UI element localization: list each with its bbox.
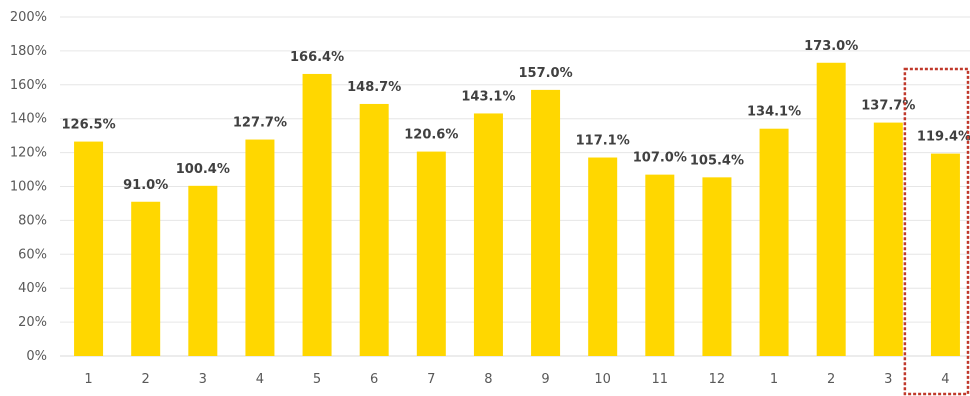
y-tick-label: 0% <box>26 349 47 364</box>
data-label: 127.7% <box>233 116 287 131</box>
bar <box>645 174 675 356</box>
bar <box>359 103 389 357</box>
data-label: 105.4% <box>690 153 744 168</box>
x-tick-label: 7 <box>427 372 435 387</box>
x-tick-label: 9 <box>541 372 549 387</box>
y-tick-label: 80% <box>18 213 47 228</box>
bar <box>302 73 332 357</box>
bar <box>816 62 846 356</box>
bar <box>588 157 618 356</box>
bar <box>759 128 789 356</box>
y-tick-label: 180% <box>10 44 47 59</box>
bar <box>873 122 903 356</box>
data-label: 134.1% <box>747 105 801 120</box>
data-label: 120.6% <box>404 128 458 143</box>
data-label: 157.0% <box>518 66 572 81</box>
data-label: 119.4% <box>917 130 970 145</box>
bar <box>245 139 275 356</box>
x-tick-label: 1 <box>770 372 778 387</box>
data-labels: 126.5% 91.0% 100.4% 127.7% 166.4%148.7% 120.6… <box>61 39 970 193</box>
bar <box>702 177 732 356</box>
x-tick-label: 2 <box>827 372 835 387</box>
data-label: 143.1% <box>461 89 515 104</box>
y-tick-label: 100% <box>10 180 47 195</box>
x-tick-label: 11 <box>652 372 669 387</box>
data-label: 173.0% <box>804 39 858 54</box>
y-tick-label: 40% <box>18 281 47 296</box>
data-label: 126.5% <box>61 118 115 133</box>
x-tick-label: 4 <box>256 372 264 387</box>
x-tick-label: 4 <box>941 372 949 387</box>
y-tick-label: 60% <box>18 247 47 262</box>
x-tick-label: 2 <box>142 372 150 387</box>
data-label: 137.7% <box>861 99 915 114</box>
bar <box>131 201 161 356</box>
highlight-box <box>903 67 970 396</box>
x-tick-label: 3 <box>884 372 892 387</box>
x-tick-label: 1 <box>84 372 92 387</box>
bar <box>930 153 960 356</box>
x-tick-label: 8 <box>484 372 492 387</box>
bars <box>74 62 960 357</box>
y-tick-label: 160% <box>10 78 47 93</box>
y-axis-ticks: 0% 20% 40% 60% 80% 100% 120% 140% 160% 180% 200% <box>10 10 47 364</box>
data-label: 91.0% <box>123 178 168 193</box>
x-axis-ticks: 1 2 3 4 5 6 7 8 9 10 11 12 1 2 3 4 <box>84 372 949 387</box>
data-label: 148.7% <box>347 80 401 95</box>
x-tick-label: 3 <box>199 372 207 387</box>
data-label: 117.1% <box>576 134 630 149</box>
bar <box>473 113 503 357</box>
bar <box>188 185 218 356</box>
x-tick-label: 6 <box>370 372 378 387</box>
x-tick-label: 12 <box>709 372 726 387</box>
data-label: 107.0% <box>633 151 687 166</box>
y-tick-label: 20% <box>18 315 47 330</box>
bar <box>74 141 104 356</box>
bar <box>531 89 561 356</box>
y-tick-label: 200% <box>10 10 47 25</box>
data-label: 166.4% <box>290 50 344 65</box>
data-label: 100.4% <box>176 162 230 177</box>
y-tick-label: 140% <box>10 112 47 127</box>
x-tick-label: 5 <box>313 372 321 387</box>
bar <box>416 151 446 356</box>
x-tick-label: 10 <box>594 372 611 387</box>
y-tick-label: 120% <box>10 146 47 161</box>
